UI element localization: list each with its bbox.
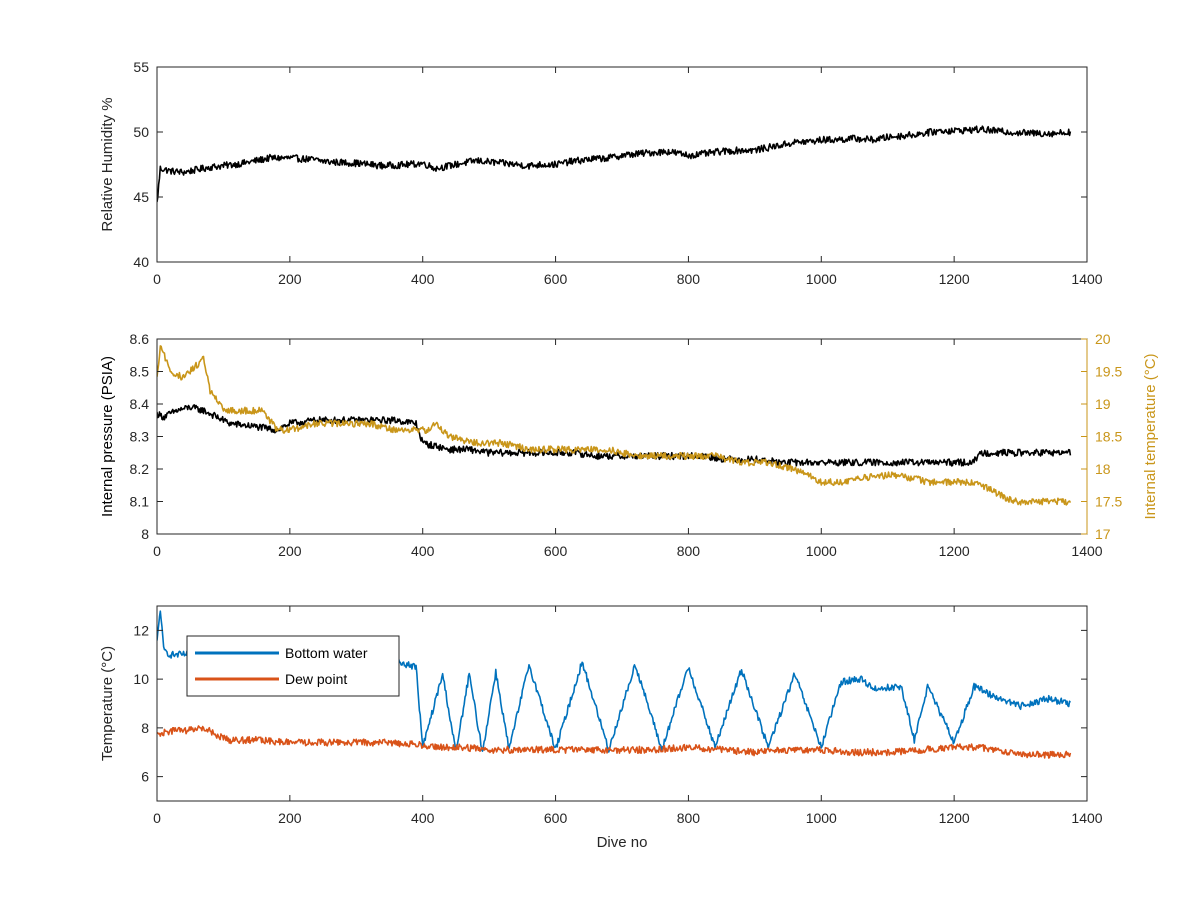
x-tick-label: 1000 — [806, 810, 837, 826]
y-tick-label: 8.3 — [130, 429, 150, 445]
y2-tick-label: 18.5 — [1095, 429, 1122, 445]
y-tick-label: 8.1 — [130, 494, 150, 510]
legend-label: Dew point — [285, 671, 347, 687]
x-tick-label: 200 — [278, 810, 302, 826]
plot-area — [157, 125, 1072, 203]
plot-area — [157, 345, 1072, 506]
panel-2: 0 200 400 600 800 1000 1200 1400 8 8.1 8.2 8.3 8.4 8.… — [99, 331, 1159, 559]
x-tick-label: 1400 — [1071, 810, 1102, 826]
x-tick-label: 400 — [411, 543, 435, 559]
x-tick-label: 1000 — [806, 271, 837, 287]
axes-box — [156, 605, 1088, 802]
series-line-1-1 — [157, 125, 1072, 203]
x-tick-label: 200 — [278, 271, 302, 287]
y-tick-label: 55 — [133, 59, 149, 75]
x-tick-label: 1400 — [1071, 271, 1102, 287]
x-tick-label: 1200 — [939, 810, 970, 826]
x-tick-label: 400 — [411, 810, 435, 826]
y2-tick-label: 17.5 — [1095, 494, 1122, 510]
x-tick-label: 600 — [544, 271, 568, 287]
x-tick-label: 400 — [411, 271, 435, 287]
series-line-dew-point — [157, 725, 1072, 759]
y-tick-label: 40 — [133, 254, 149, 270]
y2-tick-label: 19.5 — [1095, 364, 1122, 380]
y2-tick-label: 20 — [1095, 331, 1111, 347]
y-tick-label: 8.5 — [130, 364, 150, 380]
y-tick-label: 8 — [141, 720, 149, 736]
axes-box — [156, 66, 1088, 263]
y-tick-label: 12 — [133, 622, 149, 638]
x-tick-label: 0 — [153, 810, 161, 826]
y-tick-label: 10 — [133, 671, 149, 687]
chart-panels: 0 200 400 600 800 1000 1200 140040455055Relativ… — [99, 59, 1159, 851]
panel-1: 0 200 400 600 800 1000 1200 1400 40 45 50 55 Relativ… — [99, 59, 1103, 287]
x-tick-label: 600 — [544, 810, 568, 826]
panel-3: 0 200 400 600 800 1000 1200 1400 6 8 10 12 Temperatu… — [99, 605, 1103, 851]
series-line-2-2 — [157, 345, 1072, 506]
legend: Bottom water Dew point — [186, 635, 400, 697]
x-tick-label: 800 — [677, 543, 701, 559]
y-tick-label: 8 — [141, 526, 149, 542]
x-tick-label: 600 — [544, 543, 568, 559]
legend-box — [186, 635, 400, 697]
y2-tick-label: 19 — [1095, 396, 1111, 412]
y-tick-label: 8.4 — [130, 396, 150, 412]
y2-axis-label: Internal temperature (°C) — [1142, 353, 1159, 519]
legend-label: Bottom water — [285, 645, 368, 661]
x-tick-label: 0 — [153, 543, 161, 559]
x-tick-label: 1400 — [1071, 543, 1102, 559]
y-tick-label: 45 — [133, 189, 149, 205]
y-axis-label: Relative Humidity % — [99, 97, 116, 231]
y-axis-label: Internal pressure (PSIA) — [99, 356, 116, 517]
x-tick-label: 800 — [677, 271, 701, 287]
x-tick-label: 200 — [278, 543, 302, 559]
y-tick-label: 6 — [141, 769, 149, 785]
x-tick-label: 1200 — [939, 543, 970, 559]
series-line-2-1 — [157, 404, 1072, 467]
x-tick-label: 800 — [677, 810, 701, 826]
x-tick-label: 0 — [153, 271, 161, 287]
y2-tick-label: 17 — [1095, 526, 1111, 542]
y-tick-label: 8.6 — [130, 331, 150, 347]
y2-tick-label: 18 — [1095, 461, 1111, 477]
y-tick-label: 8.2 — [130, 461, 150, 477]
x-tick-label: 1200 — [939, 271, 970, 287]
x-tick-label: 1000 — [806, 543, 837, 559]
y-axis-label: Temperature (°C) — [99, 646, 116, 761]
y-tick-label: 50 — [133, 124, 149, 140]
x-axis-label: Dive no — [597, 834, 648, 851]
